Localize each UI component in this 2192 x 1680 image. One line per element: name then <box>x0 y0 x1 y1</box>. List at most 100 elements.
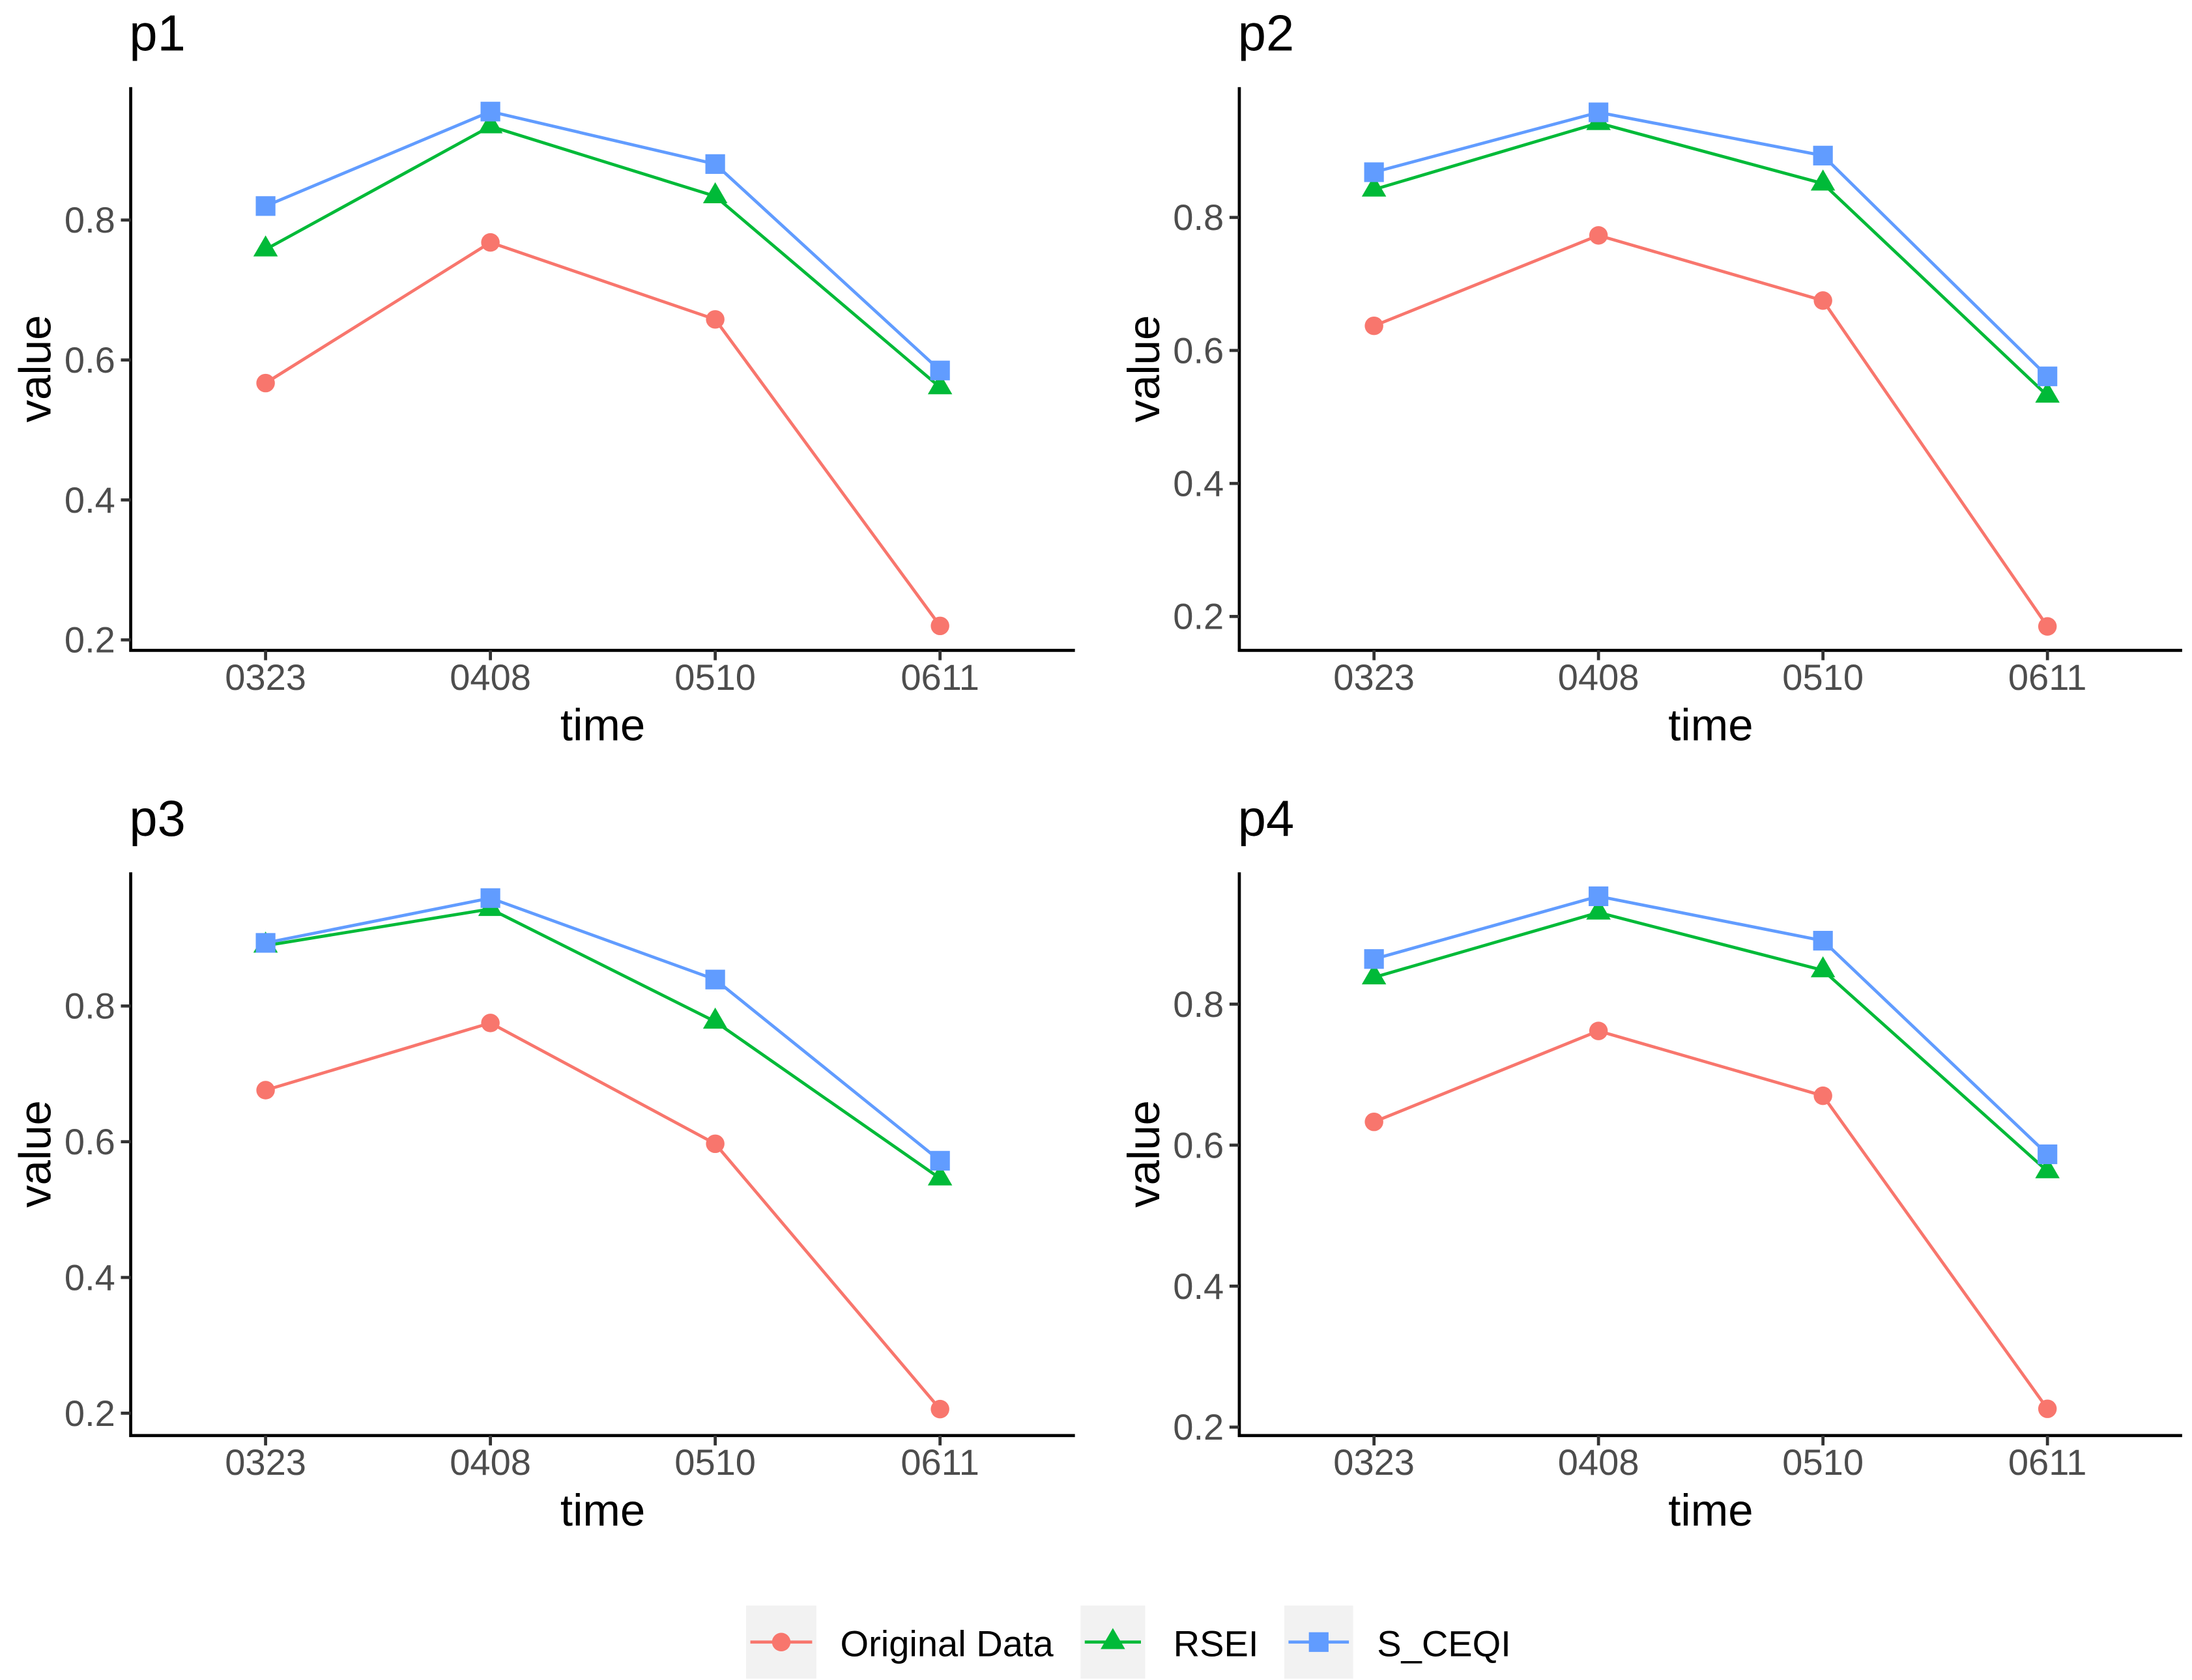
point-s-ceqi-0323 <box>255 196 276 216</box>
x-tick-label: 0408 <box>450 1442 531 1483</box>
point-original-data-0510 <box>706 310 725 329</box>
y-tick-label: 0.2 <box>1173 1406 1224 1447</box>
series-line-s-ceqi <box>265 896 942 1162</box>
point-s-ceqi-0323 <box>255 933 276 953</box>
point-rsei-0408 <box>1586 898 1611 920</box>
x-tick-label: 0408 <box>1558 1442 1639 1483</box>
series-line-original-data <box>265 240 942 627</box>
legend-label: RSEI <box>1174 1623 1259 1664</box>
series-line-s-ceqi <box>1374 111 2049 378</box>
legend: Original Data RSEI S_CEQI <box>746 1605 1511 1679</box>
y-tick-label: 0.2 <box>65 1393 115 1434</box>
x-tick-label: 0611 <box>2008 657 2087 698</box>
point-rsei-0323 <box>253 235 278 257</box>
point-original-data-0408 <box>481 233 500 252</box>
point-rsei-0510 <box>1810 956 1836 978</box>
legend-item-rsei: RSEI <box>1080 1605 1259 1679</box>
point-original-data-0323 <box>256 1081 275 1100</box>
y-axis-title: value <box>10 1100 61 1208</box>
legend-key-marker <box>1101 1628 1125 1649</box>
series-line-s-ceqi <box>1374 894 2049 1156</box>
y-tick-label: 0.2 <box>65 619 115 661</box>
point-rsei-0323 <box>1361 963 1387 985</box>
x-axis-title: time <box>1668 700 1753 750</box>
x-tick-label: 0611 <box>901 1442 979 1483</box>
point-s-ceqi-0611 <box>930 1150 950 1171</box>
y-tick-label: 0.6 <box>1173 1124 1224 1165</box>
x-tick-label: 0323 <box>1333 657 1415 698</box>
series-line-rsei <box>1373 121 2049 397</box>
point-rsei-0408 <box>478 112 503 134</box>
y-tick-label: 0.8 <box>1173 197 1224 238</box>
legend-item-original-data: Original Data <box>746 1605 1054 1679</box>
point-s-ceqi-0611 <box>2038 1144 2058 1165</box>
y-tick-label: 0.4 <box>65 479 115 520</box>
x-tick-label: 0323 <box>1333 1442 1415 1483</box>
point-rsei-0323 <box>1361 175 1387 197</box>
legend-label: Original Data <box>841 1623 1054 1664</box>
point-s-ceqi-0510 <box>705 154 725 174</box>
legend-key-marker <box>1308 1632 1329 1652</box>
point-original-data-0611 <box>2038 1399 2057 1418</box>
panel-title: p4 <box>1238 791 1294 847</box>
series-line-rsei <box>265 124 942 389</box>
point-s-ceqi-0408 <box>480 888 500 908</box>
series-line-rsei <box>1373 911 2049 1173</box>
x-tick-label: 0611 <box>2008 1442 2087 1483</box>
point-s-ceqi-0408 <box>1589 886 1609 906</box>
panel-title: p3 <box>129 791 185 847</box>
panel-p2: p2 0.2 0.4 0.6 0.8 0323 0408 0510 0611 time value <box>1119 6 2182 750</box>
y-axis-title: value <box>1119 315 1169 423</box>
point-rsei-0510 <box>1810 169 1836 191</box>
point-original-data-0323 <box>1364 1112 1383 1132</box>
point-original-data-0408 <box>1589 1021 1608 1040</box>
point-rsei-0611 <box>927 1164 953 1186</box>
series-line-s-ceqi <box>265 109 942 372</box>
x-tick-label: 0323 <box>225 1442 306 1483</box>
point-s-ceqi-0510 <box>1813 930 1833 951</box>
point-original-data-0323 <box>1364 316 1383 335</box>
series-line-rsei <box>265 907 942 1180</box>
panel-p4: p4 0.2 0.4 0.6 0.8 0323 0408 0510 0611 time value <box>1119 791 2182 1535</box>
y-tick-label: 0.6 <box>65 1121 115 1162</box>
point-s-ceqi-0323 <box>1364 949 1384 969</box>
point-s-ceqi-0611 <box>930 360 950 380</box>
x-axis-title: time <box>1668 1485 1753 1535</box>
x-tick-label: 0408 <box>1558 657 1639 698</box>
panel-title: p1 <box>129 6 185 62</box>
panel-p1: p1 0.2 0.4 0.6 0.8 0323 0408 0510 0611 time value <box>10 6 1075 750</box>
point-original-data-0510 <box>1813 1086 1832 1105</box>
y-tick-label: 0.6 <box>65 339 115 380</box>
legend-label: S_CEQI <box>1377 1623 1511 1664</box>
x-axis-title: time <box>560 700 645 750</box>
y-tick-label: 0.8 <box>65 986 115 1027</box>
point-original-data-0323 <box>256 373 275 393</box>
x-axis-title: time <box>560 1485 645 1535</box>
x-tick-label: 0510 <box>674 1442 756 1483</box>
panel-title: p2 <box>1238 6 1294 62</box>
point-s-ceqi-0510 <box>705 969 725 989</box>
point-original-data-0611 <box>930 616 949 636</box>
point-original-data-0408 <box>481 1014 500 1032</box>
point-rsei-0611 <box>2035 381 2060 403</box>
point-rsei-0510 <box>702 1007 728 1029</box>
point-original-data-0611 <box>2038 617 2057 636</box>
x-tick-label: 0510 <box>674 657 756 698</box>
x-tick-label: 0611 <box>901 657 979 698</box>
y-tick-label: 0.2 <box>1173 596 1224 637</box>
y-tick-label: 0.4 <box>1173 1266 1224 1307</box>
point-s-ceqi-0323 <box>1364 162 1384 182</box>
point-original-data-0408 <box>1589 226 1608 245</box>
y-tick-label: 0.6 <box>1173 330 1224 371</box>
series-line-original-data <box>265 1021 942 1410</box>
point-rsei-0611 <box>927 373 953 395</box>
series-line-original-data <box>1373 233 2049 627</box>
y-axis-title: value <box>10 315 61 423</box>
panel-p3: p3 0.2 0.4 0.6 0.8 0323 0408 0510 0611 time value <box>10 791 1075 1535</box>
legend-item-s-ceqi: S_CEQI <box>1284 1605 1511 1679</box>
point-rsei-0510 <box>702 182 728 204</box>
point-s-ceqi-0510 <box>1813 145 1833 165</box>
y-tick-label: 0.4 <box>1173 463 1224 504</box>
point-s-ceqi-0408 <box>480 102 500 122</box>
